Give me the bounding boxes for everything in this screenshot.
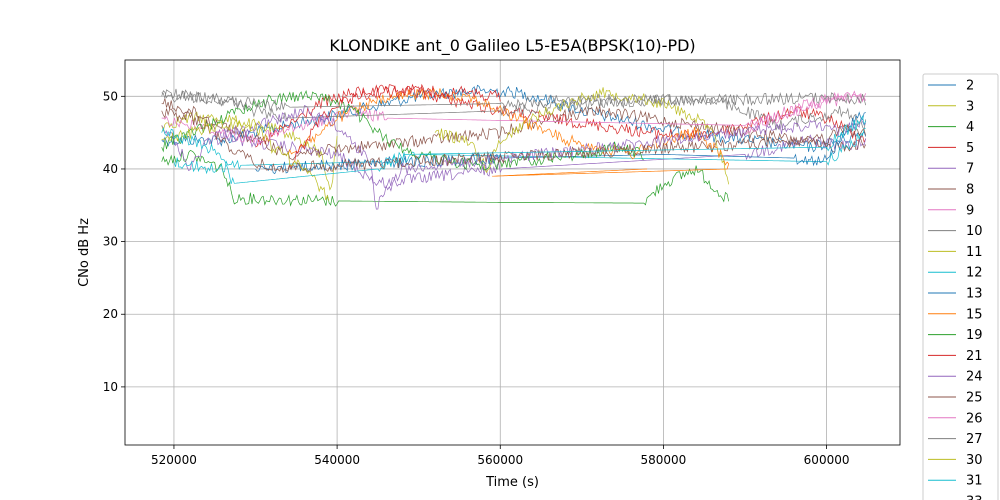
y-tick-label: 30 bbox=[103, 235, 118, 249]
legend-label-15: 15 bbox=[966, 307, 983, 322]
series-line-19 bbox=[161, 90, 644, 171]
series-line-26 bbox=[744, 90, 867, 135]
legend-label-24: 24 bbox=[966, 370, 983, 385]
ticks: 520000 540000 560000 580000 600000 10 20 30 40 50 bbox=[103, 89, 850, 467]
legend-label-33: 33 bbox=[966, 495, 983, 500]
legend-label-2: 2 bbox=[966, 79, 974, 94]
series-line-30 bbox=[161, 118, 330, 201]
y-tick-label: 40 bbox=[103, 162, 118, 176]
legend-label-27: 27 bbox=[966, 432, 983, 447]
x-tick-label: 560000 bbox=[477, 453, 523, 467]
series-layer bbox=[161, 83, 867, 210]
x-tick-label: 520000 bbox=[151, 453, 197, 467]
legend-label-21: 21 bbox=[966, 349, 983, 364]
series-line-31 bbox=[161, 114, 867, 184]
legend-box bbox=[922, 73, 999, 500]
chart-title: KLONDIKE ant_0 Galileo L5-E5A(BPSK(10)-P… bbox=[329, 36, 695, 56]
series-line-15 bbox=[287, 87, 730, 177]
legend-label-31: 31 bbox=[966, 474, 983, 489]
series-line-10 bbox=[161, 90, 867, 132]
series-line-25 bbox=[161, 108, 867, 173]
legend-label-4: 4 bbox=[966, 120, 974, 135]
legend-label-25: 25 bbox=[966, 391, 983, 406]
series-line-4 bbox=[161, 149, 730, 207]
legend: 2 3 4 5 7 8 9 10 11 12 13 15 19 21 24 25 26 27 30 31 33 bbox=[922, 73, 999, 500]
y-tick-label: 10 bbox=[103, 380, 118, 394]
legend-label-11: 11 bbox=[966, 245, 983, 260]
y-axis-label: CNo dB Hz bbox=[77, 218, 92, 287]
legend-label-10: 10 bbox=[966, 224, 983, 239]
legend-label-7: 7 bbox=[966, 162, 974, 177]
series-line-2 bbox=[161, 84, 867, 153]
series-line-21 bbox=[287, 83, 501, 170]
legend-label-5: 5 bbox=[966, 141, 974, 156]
legend-label-9: 9 bbox=[966, 203, 974, 218]
grid-lines bbox=[125, 60, 900, 445]
series-line-11 bbox=[434, 87, 730, 185]
legend-label-19: 19 bbox=[966, 328, 983, 343]
y-tick-label: 20 bbox=[103, 307, 118, 321]
legend-label-8: 8 bbox=[966, 183, 974, 198]
x-axis-label: Time (s) bbox=[485, 475, 539, 490]
legend-label-12: 12 bbox=[966, 266, 983, 281]
y-tick-label: 50 bbox=[103, 89, 118, 103]
x-tick-label: 600000 bbox=[804, 453, 850, 467]
series-line-27 bbox=[161, 88, 867, 112]
legend-label-30: 30 bbox=[966, 453, 983, 468]
legend-label-26: 26 bbox=[966, 411, 983, 426]
legend-label-13: 13 bbox=[966, 287, 983, 302]
series-line-9 bbox=[161, 93, 867, 146]
legend-label-3: 3 bbox=[966, 99, 974, 114]
series-line-13 bbox=[255, 111, 866, 175]
x-tick-label: 540000 bbox=[314, 453, 360, 467]
series-line-3 bbox=[161, 111, 338, 191]
x-tick-label: 580000 bbox=[641, 453, 687, 467]
axes-frame bbox=[124, 59, 901, 446]
